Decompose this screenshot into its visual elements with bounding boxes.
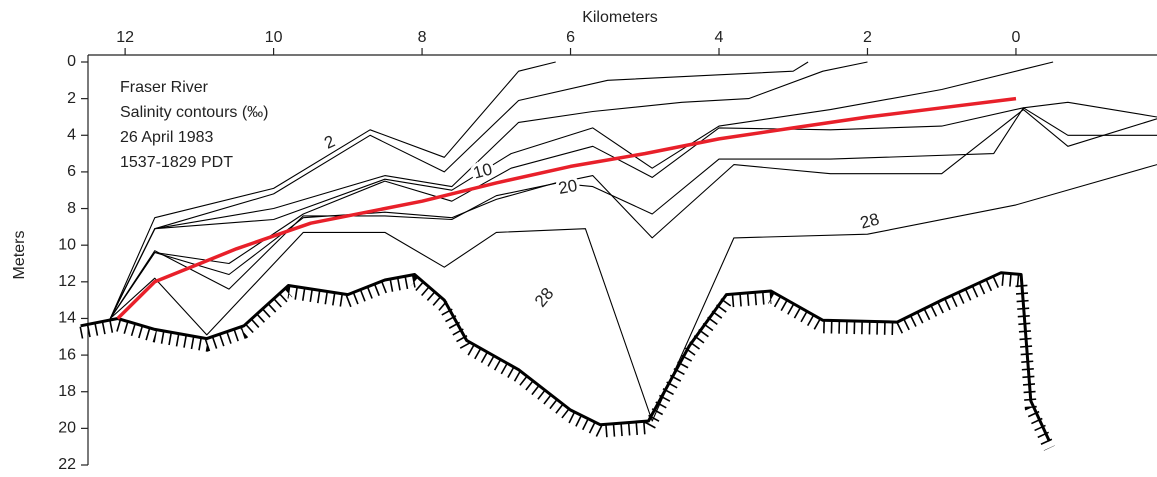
y-tick-label: 6: [67, 163, 76, 180]
y-axis-title: Meters: [11, 231, 28, 280]
y-tick-label: 0: [67, 53, 76, 70]
x-tick-label: 0: [1011, 29, 1020, 46]
y-tick-label: 16: [58, 346, 76, 363]
bed-hatch: [79, 273, 1055, 451]
contour-line: [109, 61, 809, 319]
annotation: Salinity contours (‰): [120, 104, 269, 121]
x-axis-title: Kilometers: [582, 9, 658, 26]
contour-line: [109, 164, 1157, 422]
annotation: Fraser River: [120, 79, 209, 96]
x-tick-label: 6: [566, 29, 575, 46]
contour-line: [109, 61, 868, 319]
y-tick-label: 10: [58, 236, 76, 253]
contour-line: [109, 61, 1054, 319]
contour-line: [109, 101, 1157, 319]
y-tick-label: 4: [67, 126, 76, 143]
x-tick-label: 10: [265, 29, 283, 46]
x-tick-label: 12: [116, 29, 134, 46]
y-tick-label: 22: [58, 456, 76, 473]
x-tick-label: 2: [863, 29, 872, 46]
contour-line: [109, 107, 1157, 319]
contour-label: 2: [321, 131, 338, 152]
y-tick-label: 18: [58, 383, 76, 400]
x-tick-label: 4: [715, 29, 724, 46]
contour-line: [109, 61, 556, 319]
contour-label: 20: [557, 176, 579, 198]
y-tick-label: 8: [67, 200, 76, 217]
river-bed: [80, 271, 1051, 442]
annotation: 26 April 1983: [120, 129, 214, 146]
y-tick-label: 12: [58, 273, 76, 290]
y-tick-label: 14: [58, 310, 76, 327]
x-tick-label: 8: [418, 29, 427, 46]
y-tick-label: 2: [67, 90, 76, 107]
contour-label: 28: [858, 209, 881, 232]
y-tick-label: 20: [58, 420, 76, 437]
contour-line: [109, 109, 1157, 319]
annotation: 1537-1829 PDT: [120, 154, 233, 171]
highlight-line: [116, 96, 1017, 320]
contour-label: 28: [531, 284, 558, 311]
